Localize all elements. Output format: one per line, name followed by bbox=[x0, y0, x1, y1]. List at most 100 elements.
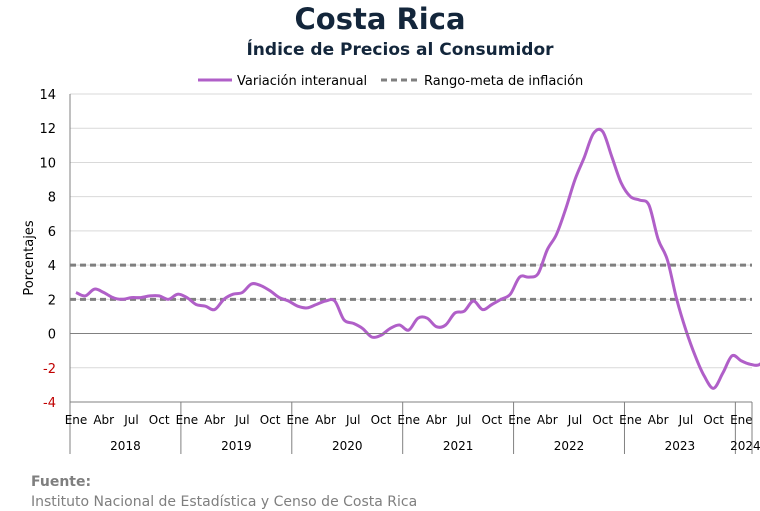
data-point bbox=[214, 309, 215, 310]
data-point bbox=[140, 297, 141, 298]
data-point bbox=[648, 205, 649, 206]
data-point bbox=[399, 324, 400, 325]
data-point bbox=[297, 306, 298, 307]
x-month-label: Jul bbox=[234, 413, 249, 427]
data-point bbox=[510, 294, 511, 295]
data-point bbox=[251, 283, 252, 284]
gridlines bbox=[70, 93, 752, 403]
y-tick-label: 4 bbox=[48, 259, 56, 274]
x-month-label: Ene bbox=[286, 413, 309, 427]
inflation-chart: Variación interanual Rango-meta de infla… bbox=[22, 74, 760, 454]
x-month-label: Oct bbox=[592, 413, 613, 427]
x-year-label: 2022 bbox=[554, 439, 585, 453]
data-point bbox=[325, 300, 326, 301]
data-point bbox=[122, 299, 123, 300]
data-point bbox=[667, 259, 668, 260]
y-tick-label: 0 bbox=[48, 328, 56, 343]
x-month-label: Oct bbox=[371, 413, 392, 427]
data-point bbox=[676, 299, 677, 300]
data-point bbox=[436, 326, 437, 327]
data-point bbox=[85, 295, 86, 296]
data-point bbox=[334, 300, 335, 301]
x-month-label: Abr bbox=[537, 413, 558, 427]
data-point bbox=[741, 360, 742, 361]
data-point bbox=[630, 196, 631, 197]
data-point bbox=[658, 239, 659, 240]
data-point bbox=[242, 292, 243, 293]
x-year-label: 2023 bbox=[665, 439, 696, 453]
y-axis: -4 -2 0 2 4 6 8 10 12 14 bbox=[39, 88, 71, 411]
data-point bbox=[750, 364, 751, 365]
x-month-label: Jul bbox=[678, 413, 693, 427]
data-point bbox=[103, 292, 104, 293]
data-point bbox=[260, 285, 261, 286]
x-month-label: Jul bbox=[567, 413, 582, 427]
data-point bbox=[639, 200, 640, 201]
data-point bbox=[196, 304, 197, 305]
y-tick-label: 10 bbox=[39, 156, 56, 171]
x-month-label: Oct bbox=[703, 413, 724, 427]
data-point bbox=[233, 294, 234, 295]
data-point bbox=[205, 306, 206, 307]
data-point bbox=[371, 336, 372, 337]
x-month-label: Abr bbox=[648, 413, 669, 427]
data-point bbox=[380, 335, 381, 336]
data-point bbox=[574, 179, 575, 180]
data-point bbox=[501, 299, 502, 300]
y-axis-label: Porcentajes bbox=[22, 220, 37, 295]
data-point bbox=[159, 295, 160, 296]
x-month-label: Abr bbox=[426, 413, 447, 427]
x-month-label: Ene bbox=[176, 413, 199, 427]
legend-label-variacion: Variación interanual bbox=[237, 74, 367, 89]
data-point bbox=[362, 328, 363, 329]
data-point bbox=[732, 355, 733, 356]
data-point bbox=[353, 323, 354, 324]
data-point bbox=[316, 304, 317, 305]
x-year-label: 2020 bbox=[332, 439, 363, 453]
data-point bbox=[556, 234, 557, 235]
data-point bbox=[177, 294, 178, 295]
y-tick-label: 12 bbox=[39, 122, 56, 137]
data-point bbox=[288, 300, 289, 301]
x-month-label: Abr bbox=[315, 413, 336, 427]
x-month-label: Oct bbox=[481, 413, 502, 427]
data-point bbox=[547, 249, 548, 250]
data-point bbox=[427, 318, 428, 319]
x-month-label: Ene bbox=[65, 413, 88, 427]
data-point bbox=[491, 304, 492, 305]
data-point bbox=[131, 297, 132, 298]
x-month-label: Jul bbox=[345, 413, 360, 427]
x-month-label: Oct bbox=[260, 413, 281, 427]
data-point bbox=[112, 297, 113, 298]
data-point bbox=[584, 157, 585, 158]
data-point bbox=[528, 277, 529, 278]
x-year-label: 2024 bbox=[730, 439, 760, 453]
x-month-label: Jul bbox=[123, 413, 138, 427]
x-year-label: 2021 bbox=[443, 439, 474, 453]
data-point bbox=[519, 277, 520, 278]
x-axis: Ene Abr Jul Oct 2018 Ene Abr Jul Oct 2019 Ene Abr Ju… bbox=[65, 333, 760, 454]
y-tick-label: 6 bbox=[48, 225, 56, 240]
x-month-label: Oct bbox=[149, 413, 170, 427]
x-month-label: Abr bbox=[204, 413, 225, 427]
data-point bbox=[713, 388, 714, 389]
data-point bbox=[482, 309, 483, 310]
x-year-label: 2018 bbox=[110, 439, 141, 453]
data-point bbox=[685, 330, 686, 331]
chart-title: Costa Rica bbox=[294, 2, 466, 36]
source-label: Fuente: bbox=[31, 474, 92, 490]
data-point bbox=[593, 133, 594, 134]
data-point bbox=[279, 297, 280, 298]
series-variacion-interanual bbox=[75, 127, 760, 390]
data-point bbox=[473, 300, 474, 301]
x-year-label: 2019 bbox=[221, 439, 252, 453]
x-month-label: Ene bbox=[730, 413, 753, 427]
y-tick-label: 2 bbox=[48, 293, 56, 308]
data-point bbox=[445, 324, 446, 325]
target-range-lines bbox=[70, 263, 752, 301]
x-month-label: Ene bbox=[397, 413, 420, 427]
chart-subtitle: Índice de Precios al Consumidor bbox=[246, 40, 554, 60]
data-point bbox=[704, 376, 705, 377]
data-point bbox=[270, 290, 271, 291]
data-point bbox=[75, 292, 76, 293]
